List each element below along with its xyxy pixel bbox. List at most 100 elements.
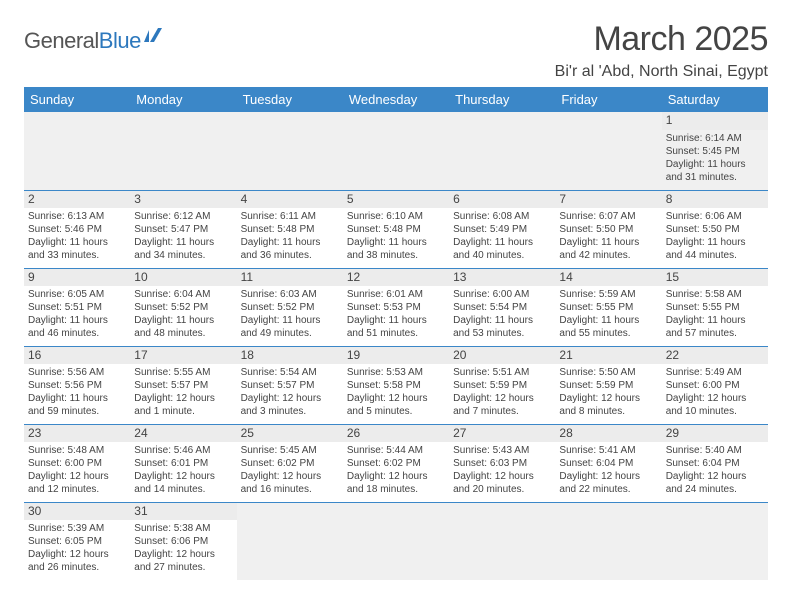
sunrise-line: Sunrise: 5:50 AM xyxy=(559,366,657,379)
sunrise-line: Sunrise: 6:00 AM xyxy=(453,288,551,301)
daylight-line: Daylight: 11 hours and 36 minutes. xyxy=(241,236,339,262)
calendar-week: 23Sunrise: 5:48 AMSunset: 6:00 PMDayligh… xyxy=(24,424,768,502)
sunrise-line: Sunrise: 5:38 AM xyxy=(134,522,232,535)
sunset-line: Sunset: 5:59 PM xyxy=(453,379,551,392)
sunset-line: Sunset: 6:01 PM xyxy=(134,457,232,470)
daylight-line: Daylight: 12 hours and 20 minutes. xyxy=(453,470,551,496)
calendar-cell xyxy=(343,112,449,190)
day-header: Friday xyxy=(555,87,661,112)
logo-text-general: General xyxy=(24,28,99,54)
day-number: 3 xyxy=(130,191,236,209)
sunrise-line: Sunrise: 6:08 AM xyxy=(453,210,551,223)
daylight-line: Daylight: 11 hours and 53 minutes. xyxy=(453,314,551,340)
sunset-line: Sunset: 6:00 PM xyxy=(28,457,126,470)
calendar-cell: 1Sunrise: 6:14 AMSunset: 5:45 PMDaylight… xyxy=(662,112,768,190)
sunset-line: Sunset: 5:55 PM xyxy=(666,301,764,314)
calendar-week: 16Sunrise: 5:56 AMSunset: 5:56 PMDayligh… xyxy=(24,346,768,424)
daylight-line: Daylight: 11 hours and 33 minutes. xyxy=(28,236,126,262)
daylight-line: Daylight: 12 hours and 26 minutes. xyxy=(28,548,126,574)
calendar-cell: 20Sunrise: 5:51 AMSunset: 5:59 PMDayligh… xyxy=(449,346,555,424)
location: Bi'r al 'Abd, North Sinai, Egypt xyxy=(555,63,768,81)
sunset-line: Sunset: 5:54 PM xyxy=(453,301,551,314)
sunrise-line: Sunrise: 6:13 AM xyxy=(28,210,126,223)
day-number: 12 xyxy=(343,269,449,287)
month-title: March 2025 xyxy=(555,20,768,59)
sunset-line: Sunset: 5:58 PM xyxy=(347,379,445,392)
sunrise-line: Sunrise: 5:39 AM xyxy=(28,522,126,535)
day-header: Sunday xyxy=(24,87,130,112)
daylight-line: Daylight: 12 hours and 22 minutes. xyxy=(559,470,657,496)
sunrise-line: Sunrise: 5:53 AM xyxy=(347,366,445,379)
logo-text-blue: Blue xyxy=(99,28,141,54)
sunrise-line: Sunrise: 5:48 AM xyxy=(28,444,126,457)
day-header: Wednesday xyxy=(343,87,449,112)
sunset-line: Sunset: 5:52 PM xyxy=(241,301,339,314)
sunrise-line: Sunrise: 6:10 AM xyxy=(347,210,445,223)
sunset-line: Sunset: 5:48 PM xyxy=(347,223,445,236)
daylight-line: Daylight: 11 hours and 59 minutes. xyxy=(28,392,126,418)
daylight-line: Daylight: 11 hours and 57 minutes. xyxy=(666,314,764,340)
calendar-cell: 24Sunrise: 5:46 AMSunset: 6:01 PMDayligh… xyxy=(130,424,236,502)
calendar-cell xyxy=(449,502,555,580)
daylight-line: Daylight: 12 hours and 16 minutes. xyxy=(241,470,339,496)
calendar-week: 1Sunrise: 6:14 AMSunset: 5:45 PMDaylight… xyxy=(24,112,768,190)
calendar-cell xyxy=(555,112,661,190)
daylight-line: Daylight: 12 hours and 18 minutes. xyxy=(347,470,445,496)
header: GeneralBlue March 2025 Bi'r al 'Abd, Nor… xyxy=(24,20,768,81)
sunrise-line: Sunrise: 5:58 AM xyxy=(666,288,764,301)
sunset-line: Sunset: 6:03 PM xyxy=(453,457,551,470)
daylight-line: Daylight: 12 hours and 1 minute. xyxy=(134,392,232,418)
daylight-line: Daylight: 12 hours and 10 minutes. xyxy=(666,392,764,418)
sunset-line: Sunset: 5:51 PM xyxy=(28,301,126,314)
sunset-line: Sunset: 6:06 PM xyxy=(134,535,232,548)
day-number: 1 xyxy=(662,112,768,130)
calendar-cell: 22Sunrise: 5:49 AMSunset: 6:00 PMDayligh… xyxy=(662,346,768,424)
day-number: 25 xyxy=(237,425,343,443)
title-block: March 2025 Bi'r al 'Abd, North Sinai, Eg… xyxy=(555,20,768,81)
daylight-line: Daylight: 12 hours and 7 minutes. xyxy=(453,392,551,418)
sunrise-line: Sunrise: 5:44 AM xyxy=(347,444,445,457)
sunset-line: Sunset: 5:59 PM xyxy=(559,379,657,392)
day-number: 11 xyxy=(237,269,343,287)
calendar-cell: 18Sunrise: 5:54 AMSunset: 5:57 PMDayligh… xyxy=(237,346,343,424)
day-number: 5 xyxy=(343,191,449,209)
daylight-line: Daylight: 12 hours and 14 minutes. xyxy=(134,470,232,496)
sunrise-line: Sunrise: 5:43 AM xyxy=(453,444,551,457)
sunset-line: Sunset: 5:49 PM xyxy=(453,223,551,236)
sunrise-line: Sunrise: 5:41 AM xyxy=(559,444,657,457)
calendar-cell: 10Sunrise: 6:04 AMSunset: 5:52 PMDayligh… xyxy=(130,268,236,346)
daylight-line: Daylight: 11 hours and 51 minutes. xyxy=(347,314,445,340)
day-number: 29 xyxy=(662,425,768,443)
calendar-cell: 23Sunrise: 5:48 AMSunset: 6:00 PMDayligh… xyxy=(24,424,130,502)
sunset-line: Sunset: 5:50 PM xyxy=(666,223,764,236)
calendar-cell xyxy=(237,112,343,190)
day-number: 18 xyxy=(237,347,343,365)
daylight-line: Daylight: 12 hours and 27 minutes. xyxy=(134,548,232,574)
logo: GeneralBlue xyxy=(24,20,166,54)
daylight-line: Daylight: 11 hours and 49 minutes. xyxy=(241,314,339,340)
sunrise-line: Sunrise: 6:14 AM xyxy=(666,132,764,145)
sunrise-line: Sunrise: 6:05 AM xyxy=(28,288,126,301)
sunset-line: Sunset: 5:56 PM xyxy=(28,379,126,392)
day-number: 10 xyxy=(130,269,236,287)
daylight-line: Daylight: 11 hours and 48 minutes. xyxy=(134,314,232,340)
sunset-line: Sunset: 5:52 PM xyxy=(134,301,232,314)
sunrise-line: Sunrise: 5:56 AM xyxy=(28,366,126,379)
sunset-line: Sunset: 5:53 PM xyxy=(347,301,445,314)
day-number: 24 xyxy=(130,425,236,443)
sunrise-line: Sunrise: 6:01 AM xyxy=(347,288,445,301)
sunset-line: Sunset: 5:57 PM xyxy=(241,379,339,392)
calendar-cell: 13Sunrise: 6:00 AMSunset: 5:54 PMDayligh… xyxy=(449,268,555,346)
calendar-cell: 26Sunrise: 5:44 AMSunset: 6:02 PMDayligh… xyxy=(343,424,449,502)
sunrise-line: Sunrise: 5:45 AM xyxy=(241,444,339,457)
day-number: 15 xyxy=(662,269,768,287)
daylight-line: Daylight: 12 hours and 24 minutes. xyxy=(666,470,764,496)
calendar-cell: 28Sunrise: 5:41 AMSunset: 6:04 PMDayligh… xyxy=(555,424,661,502)
daylight-line: Daylight: 11 hours and 40 minutes. xyxy=(453,236,551,262)
sunrise-line: Sunrise: 5:46 AM xyxy=(134,444,232,457)
sunrise-line: Sunrise: 6:12 AM xyxy=(134,210,232,223)
sunrise-line: Sunrise: 6:03 AM xyxy=(241,288,339,301)
day-number: 4 xyxy=(237,191,343,209)
day-number: 31 xyxy=(130,503,236,521)
calendar-week: 2Sunrise: 6:13 AMSunset: 5:46 PMDaylight… xyxy=(24,190,768,268)
